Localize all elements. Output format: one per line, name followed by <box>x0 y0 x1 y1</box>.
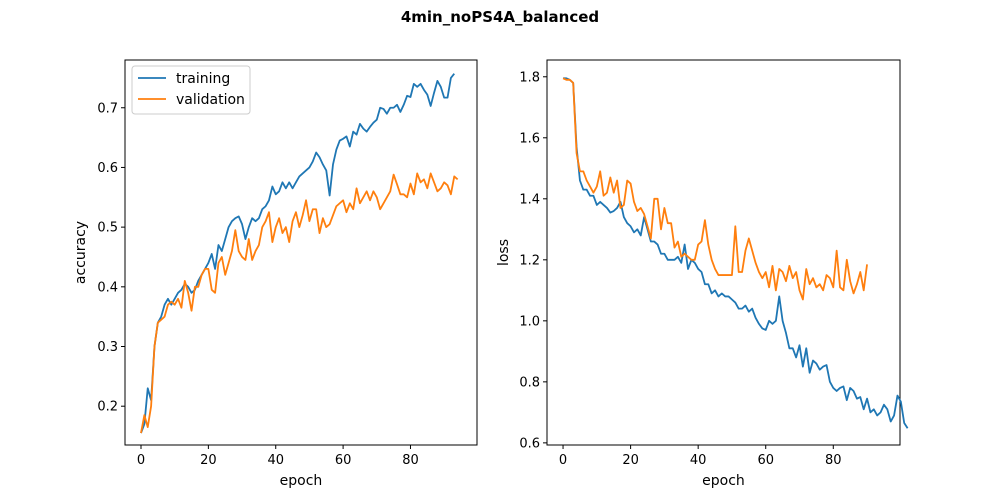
figure-title: 4min_noPS4A_balanced <box>401 8 599 26</box>
accuracy-lines <box>140 73 459 434</box>
loss-panel: 0.6 0.8 1.0 1.2 1.4 1.6 1.8 0 20 40 60 80 epoch lo… <box>496 59 909 489</box>
legend-label-training: training <box>176 71 230 87</box>
accuracy-y-tick-label: 0.3 <box>97 340 118 355</box>
accuracy-x-tick-label: 20 <box>200 453 217 468</box>
accuracy-x-tick-label: 0 <box>137 453 145 468</box>
loss-x-tick-label: 40 <box>690 453 707 468</box>
loss-y-tick-label: 0.8 <box>519 375 540 390</box>
loss-y-tick-label: 1.6 <box>519 131 540 146</box>
accuracy-y-tick-label: 0.4 <box>97 280 118 295</box>
loss-y-tick-label: 0.6 <box>519 436 540 451</box>
accuracy-y-tick-label: 0.7 <box>97 101 118 116</box>
accuracy-panel: 0.2 0.3 0.4 0.5 0.6 0.7 0 20 40 60 80 epoch accur… <box>73 59 478 489</box>
loss-y-axis-label: loss <box>496 239 512 266</box>
accuracy-x-tick-label: 80 <box>402 453 419 468</box>
loss-x-tick-label: 20 <box>622 453 639 468</box>
loss-x-tick-label: 80 <box>825 453 842 468</box>
loss-plot-frame <box>546 59 901 446</box>
loss-lines <box>562 77 909 429</box>
accuracy-y-tick-label: 0.6 <box>97 161 118 176</box>
accuracy-y-axis-label: accuracy <box>73 221 89 284</box>
accuracy-y-tick-label: 0.5 <box>97 221 118 236</box>
accuracy-x-tick-label: 40 <box>267 453 284 468</box>
loss-y-tick-label: 1.8 <box>519 70 540 85</box>
accuracy-y-ticks: 0.2 0.3 0.4 0.5 0.6 0.7 <box>97 101 125 415</box>
loss-y-tick-label: 1.0 <box>519 314 540 329</box>
legend: training validation <box>131 65 251 115</box>
accuracy-plot-frame <box>124 59 478 446</box>
accuracy-training-line <box>140 73 455 434</box>
loss-x-tick-label: 60 <box>757 453 774 468</box>
accuracy-validation-line <box>140 172 459 434</box>
loss-validation-line <box>562 77 868 301</box>
accuracy-x-tick-label: 60 <box>335 453 352 468</box>
accuracy-y-tick-label: 0.2 <box>97 400 118 415</box>
loss-y-tick-label: 1.2 <box>519 253 540 268</box>
legend-label-validation: validation <box>176 92 245 108</box>
loss-y-ticks: 0.6 0.8 1.0 1.2 1.4 1.6 1.8 <box>519 70 547 451</box>
accuracy-x-ticks: 0 20 40 60 80 <box>137 445 419 468</box>
loss-x-axis-label: epoch <box>702 473 745 489</box>
accuracy-x-axis-label: epoch <box>280 473 323 489</box>
loss-x-tick-label: 0 <box>559 453 567 468</box>
loss-x-ticks: 0 20 40 60 80 <box>559 445 842 468</box>
loss-y-tick-label: 1.4 <box>519 192 540 207</box>
